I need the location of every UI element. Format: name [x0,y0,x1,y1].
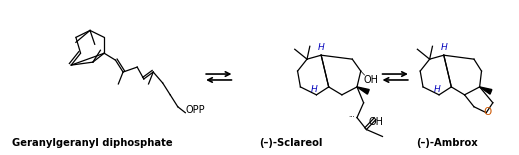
Text: O: O [483,107,491,117]
Text: H: H [318,43,324,52]
Text: H: H [434,85,441,94]
Polygon shape [357,87,369,94]
Text: ···: ··· [348,114,355,120]
Text: OPP: OPP [185,105,205,115]
Text: (–)-Ambrox: (–)-Ambrox [416,138,478,148]
Text: (–)-Sclareol: (–)-Sclareol [259,138,322,148]
Text: H: H [311,85,318,94]
Polygon shape [480,87,492,94]
Text: H: H [441,43,447,52]
Text: OH: OH [368,117,384,126]
Text: OH: OH [364,75,378,85]
Text: Geranylgeranyl diphosphate: Geranylgeranyl diphosphate [12,138,173,148]
